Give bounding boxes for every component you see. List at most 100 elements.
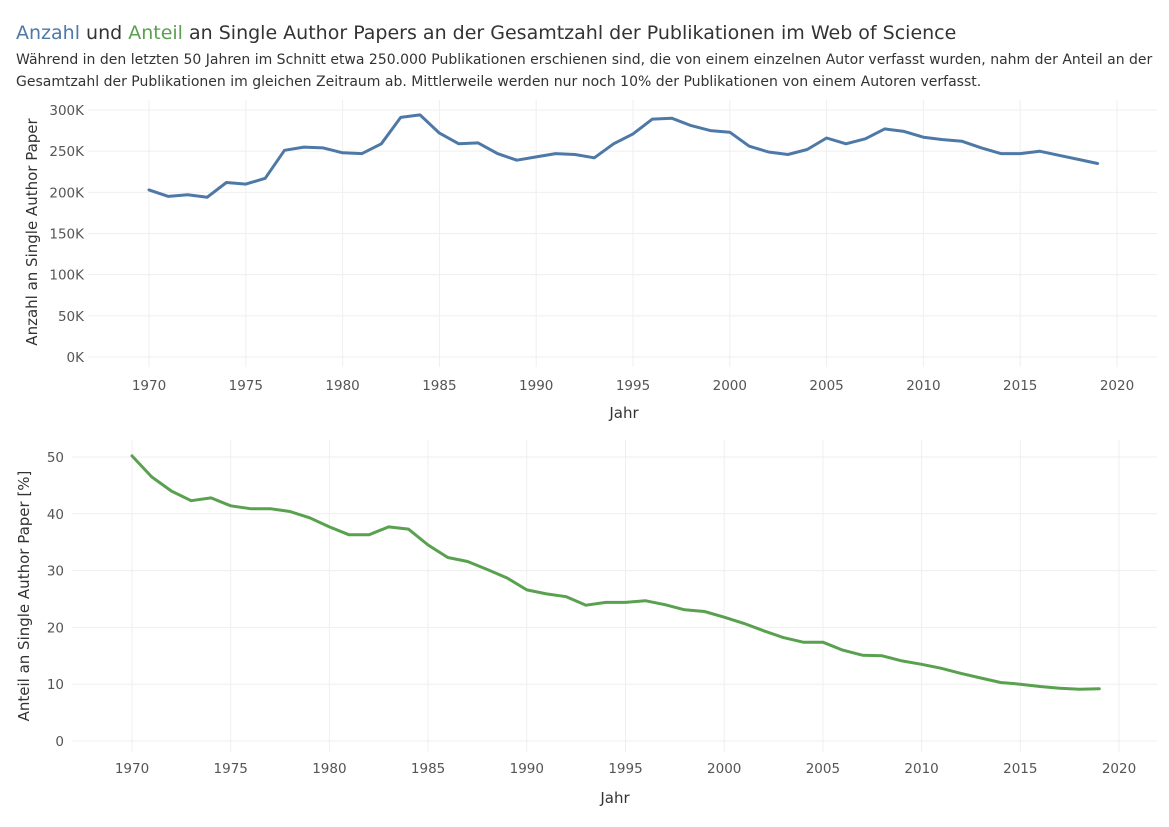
data-point[interactable] [209,496,212,499]
data-point[interactable] [999,152,1002,155]
data-point[interactable] [387,525,390,528]
data-point[interactable] [249,507,252,510]
data-point[interactable] [554,152,557,155]
data-point[interactable] [762,629,765,632]
data-point[interactable] [535,155,538,158]
data-point[interactable] [980,146,983,149]
data-point[interactable] [920,663,923,666]
data-point[interactable] [360,152,363,155]
data-point[interactable] [322,146,325,149]
data-point[interactable] [999,681,1002,684]
data-point[interactable] [612,142,615,145]
data-point[interactable] [1078,688,1081,691]
data-point[interactable] [1019,152,1022,155]
data-point[interactable] [229,504,232,507]
data-point[interactable] [308,516,311,519]
data-point[interactable] [427,544,430,547]
data-point[interactable] [341,151,344,154]
data-point[interactable] [148,188,151,191]
data-point[interactable] [723,616,726,619]
data-point[interactable] [782,636,785,639]
data-point[interactable] [206,196,209,199]
data-point[interactable] [1039,685,1042,688]
data-point[interactable] [167,195,170,198]
data-point[interactable] [244,183,247,186]
data-point[interactable] [864,137,867,140]
data-point[interactable] [767,150,770,153]
data-point[interactable] [457,142,460,145]
data-point[interactable] [1098,687,1101,690]
data-point[interactable] [883,127,886,130]
data-point[interactable] [690,124,693,127]
data-point[interactable] [593,156,596,159]
data-point[interactable] [861,654,864,657]
data-point[interactable] [585,604,588,607]
data-point[interactable] [486,568,489,571]
data-point[interactable] [269,507,272,510]
data-point[interactable] [979,676,982,679]
data-point[interactable] [748,145,751,148]
data-point[interactable] [961,140,964,143]
data-point[interactable] [1058,687,1061,690]
data-point[interactable] [1019,683,1022,686]
data-point[interactable] [573,153,576,156]
data-point[interactable] [844,142,847,145]
data-point[interactable] [709,129,712,132]
data-point[interactable] [496,152,499,155]
data-point[interactable] [703,610,706,613]
data-point[interactable] [288,510,291,513]
data-point[interactable] [663,603,666,606]
data-point[interactable] [802,641,805,644]
data-point[interactable] [506,576,509,579]
data-point[interactable] [328,525,331,528]
data-point[interactable] [380,142,383,145]
data-point[interactable] [670,117,673,120]
data-point[interactable] [419,113,422,116]
data-point[interactable] [940,667,943,670]
data-point[interactable] [825,136,828,139]
data-point[interactable] [466,560,469,563]
data-point[interactable] [683,608,686,611]
data-point[interactable] [881,654,884,657]
data-point[interactable] [941,138,944,141]
data-point[interactable] [186,193,189,196]
data-point[interactable] [438,132,441,135]
data-point[interactable] [131,454,134,457]
data-point[interactable] [399,116,402,119]
data-point[interactable] [604,601,607,604]
data-point[interactable] [841,649,844,652]
data-point[interactable] [170,490,173,493]
data-point[interactable] [624,601,627,604]
data-point[interactable] [525,588,528,591]
data-point[interactable] [302,146,305,149]
data-point[interactable] [1038,150,1041,153]
data-point[interactable] [190,499,193,502]
data-point[interactable] [806,148,809,151]
data-point[interactable] [1077,158,1080,161]
data-point[interactable] [1096,162,1099,165]
data-point[interactable] [407,528,410,531]
data-point[interactable] [632,132,635,135]
data-point[interactable] [821,641,824,644]
data-point[interactable] [900,659,903,662]
data-point[interactable] [515,159,518,162]
data-point[interactable] [545,592,548,595]
data-point[interactable] [477,141,480,144]
data-point[interactable] [960,672,963,675]
data-point[interactable] [565,595,568,598]
data-point[interactable] [446,556,449,559]
data-point[interactable] [1057,154,1060,157]
data-point[interactable] [348,533,351,536]
data-point[interactable] [903,130,906,133]
data-point[interactable] [728,131,731,134]
data-point[interactable] [651,118,654,121]
data-point[interactable] [225,181,228,184]
data-point[interactable] [150,475,153,478]
data-point[interactable] [264,177,267,180]
data-point[interactable] [367,533,370,536]
data-point[interactable] [742,622,745,625]
data-point[interactable] [283,149,286,152]
data-point[interactable] [922,136,925,139]
data-point[interactable] [644,599,647,602]
data-point[interactable] [786,153,789,156]
